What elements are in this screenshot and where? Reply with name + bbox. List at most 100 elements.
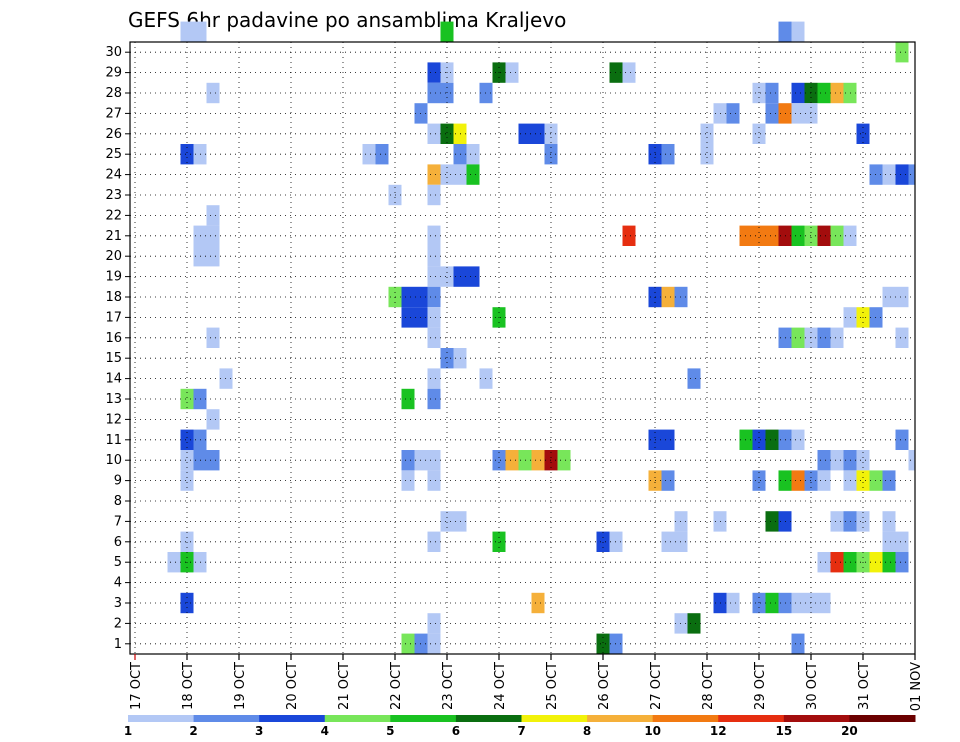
y-tick-label: 28 — [105, 86, 122, 101]
x-tick-label: 24 OCT — [493, 662, 508, 710]
heatmap-cell — [908, 164, 915, 185]
heatmap-cell — [726, 103, 740, 124]
heatmap-cell — [817, 82, 831, 104]
legend-swatch — [128, 715, 195, 722]
heatmap-cell — [817, 450, 831, 471]
y-tick-label: 8 — [114, 494, 122, 509]
heatmap-cell — [765, 103, 779, 124]
heatmap-cell — [206, 225, 220, 246]
legend-swatch — [324, 715, 391, 722]
x-tick-label: 19 OCT — [233, 662, 248, 710]
heatmap-cell — [895, 531, 909, 552]
heatmap-cell — [791, 633, 805, 654]
heatmap-cell — [661, 286, 675, 308]
heatmap-cell — [765, 82, 779, 104]
heatmap-cell — [206, 205, 220, 226]
y-tick-label: 10 — [105, 453, 122, 468]
heatmap-cell — [817, 592, 831, 614]
heatmap-cell — [752, 225, 766, 246]
heatmap-cell — [882, 552, 896, 573]
heatmap-cell — [180, 470, 194, 491]
x-tick-label: 01 NOV — [909, 662, 924, 711]
heatmap-cell — [765, 511, 779, 532]
heatmap-cell — [895, 429, 909, 450]
heatmap-cell — [752, 470, 766, 491]
x-tick-label: 20 OCT — [285, 662, 300, 710]
x-tick-label: 18 OCT — [181, 662, 196, 710]
heatmap-cell — [167, 552, 181, 573]
heatmap-cell — [427, 633, 441, 654]
heatmap-cell — [596, 531, 610, 552]
y-tick-label: 24 — [105, 168, 122, 183]
heatmap-cells — [167, 21, 915, 654]
heatmap-cell — [427, 531, 441, 552]
x-tick-label: 29 OCT — [753, 662, 768, 710]
heatmap-cell — [817, 327, 831, 348]
y-axis-ticks: 1234567891011121314151617181920212223242… — [105, 45, 130, 652]
heatmap-cell — [427, 307, 441, 328]
heatmap-cell — [856, 511, 870, 532]
legend-label: 3 — [255, 724, 263, 738]
heatmap-cell — [427, 123, 441, 144]
heatmap-cell — [765, 592, 779, 614]
plot-frame — [129, 41, 916, 655]
heatmap-cell — [427, 388, 441, 410]
heatmap-cell — [830, 82, 844, 104]
heatmap-cell — [882, 164, 896, 185]
x-tick-label: 25 OCT — [545, 662, 560, 710]
heatmap-cell — [206, 409, 220, 430]
heatmap-cell — [765, 429, 779, 450]
y-tick-label: 5 — [114, 555, 122, 570]
heatmap-cell — [427, 225, 441, 246]
heatmap-cell — [206, 246, 220, 267]
heatmap-cell — [427, 368, 441, 389]
y-tick-label: 16 — [105, 331, 122, 346]
heatmap-cell — [882, 470, 896, 491]
legend-label: 6 — [452, 724, 460, 738]
x-tick-label: 17 OCT — [129, 662, 144, 710]
heatmap-cell — [531, 450, 545, 471]
heatmap-cell — [180, 450, 194, 471]
heatmap-cell — [791, 327, 805, 348]
legend-swatch — [521, 715, 588, 722]
heatmap-cell — [505, 450, 519, 471]
heatmap-cell — [206, 450, 220, 471]
heatmap-cell — [700, 144, 714, 165]
heatmap-cell — [401, 286, 415, 308]
color-legend: 1 2 3 4 5 6 7 8 10 12 15 20 — [124, 715, 916, 738]
heatmap-cell — [830, 450, 844, 471]
y-tick-label: 14 — [105, 372, 122, 387]
y-tick-label: 18 — [105, 290, 122, 305]
heatmap-cell — [492, 450, 506, 471]
legend-label: 20 — [841, 724, 858, 738]
heatmap-cell — [830, 225, 844, 246]
heatmap-cell — [427, 246, 441, 267]
x-axis-ticks: 17 OCT 18 OCT 19 OCT 20 OCT 21 OCT 22 OCT 23 O… — [129, 654, 924, 711]
y-tick-label: 1 — [114, 637, 122, 652]
y-tick-label: 7 — [114, 514, 122, 529]
heatmap-cell — [687, 613, 701, 634]
legend-label: 8 — [583, 724, 591, 738]
y-tick-label: 11 — [105, 433, 122, 448]
heatmap-cell — [362, 144, 376, 165]
heatmap-cell — [895, 164, 909, 185]
heatmap-cell — [687, 368, 701, 389]
dotted-grid — [130, 42, 915, 654]
heatmap-cell — [466, 164, 480, 185]
heatmap-cell — [440, 348, 454, 369]
y-tick-label: 30 — [105, 45, 122, 60]
x-tick-label: 30 OCT — [805, 662, 820, 710]
heatmap-cell — [817, 470, 831, 491]
heatmap-cell — [427, 450, 441, 471]
x-tick-label: 21 OCT — [337, 662, 352, 710]
heatmap-cell — [895, 327, 909, 348]
y-tick-label: 2 — [114, 616, 122, 631]
heatmap-cell — [531, 592, 545, 614]
heatmap-cell — [856, 450, 870, 471]
x-tick-label: 28 OCT — [701, 662, 716, 710]
y-tick-label: 29 — [105, 66, 122, 81]
heatmap-cell — [791, 225, 805, 246]
heatmap-cell — [661, 429, 675, 450]
y-tick-label: 4 — [114, 576, 122, 591]
heatmap-cell — [882, 531, 896, 552]
